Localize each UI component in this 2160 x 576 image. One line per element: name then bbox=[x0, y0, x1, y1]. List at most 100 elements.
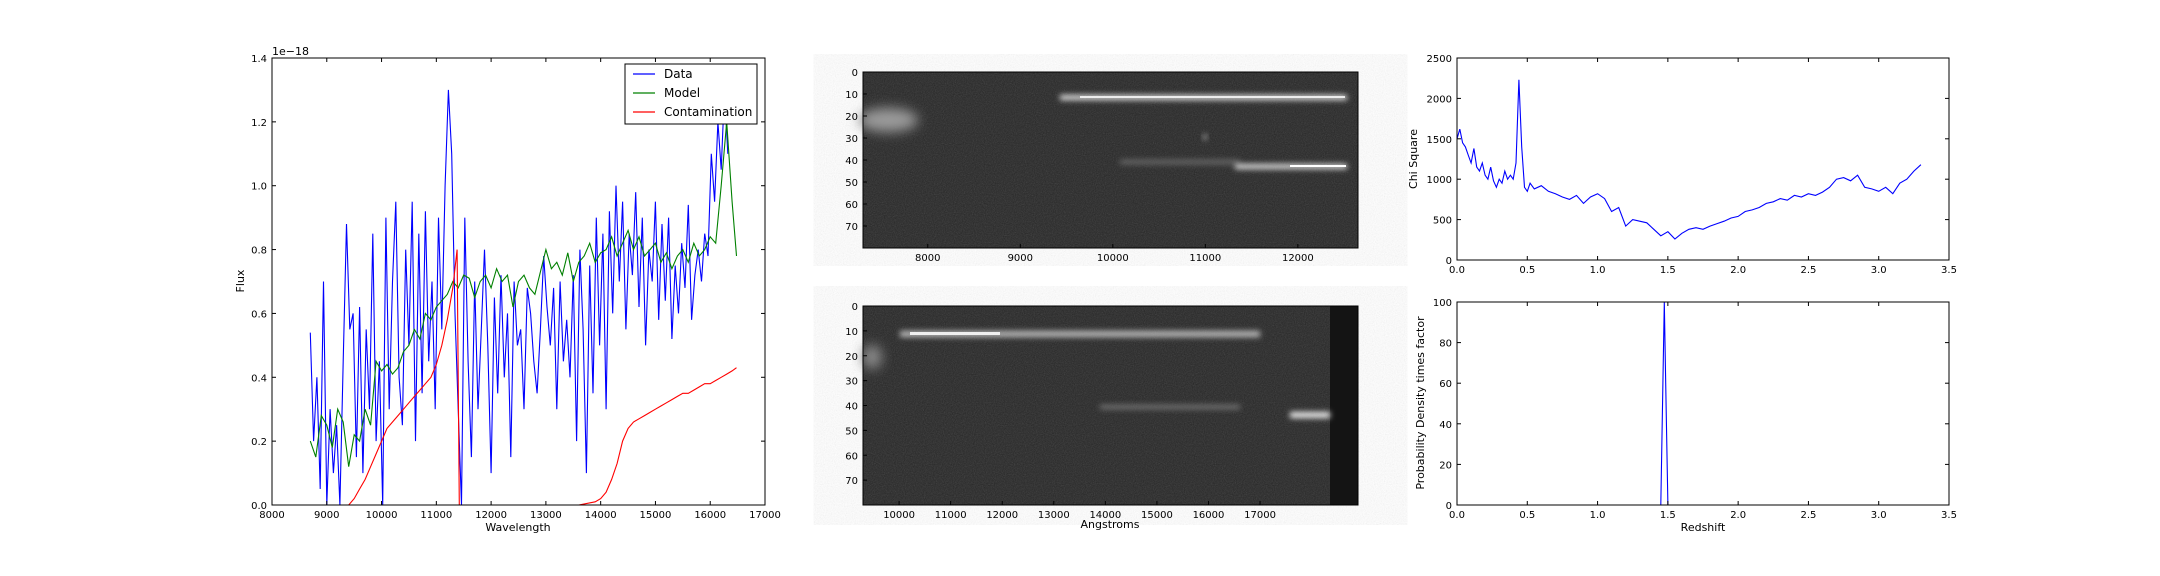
spectrum-y-axis-label: Flux bbox=[234, 269, 247, 292]
x-tick-label: 3.5 bbox=[1941, 265, 1957, 276]
y-tick-label: 0 bbox=[1446, 256, 1452, 267]
chi-square-ticks: 0.0 0.5 1.0 1.5 2.0 2.5 3.0 3.5 0 500 1000 1500 2000… bbox=[1427, 54, 1957, 276]
spectrum-plot-frame bbox=[271, 57, 766, 506]
x-tick-label: 1.5 bbox=[1660, 510, 1676, 521]
x-tick-label: 11000 bbox=[420, 510, 452, 521]
bottom-dark-band bbox=[1330, 306, 1358, 505]
legend-label-data: Data bbox=[664, 67, 693, 81]
model-series-line bbox=[309, 121, 738, 467]
legend-label-model: Model bbox=[664, 86, 700, 100]
top-blob-left bbox=[858, 108, 918, 132]
x-tick-label: 0.5 bbox=[1519, 510, 1535, 521]
x-tick-label: 0.5 bbox=[1519, 265, 1535, 276]
probability-density-ticks: 0.0 0.5 1.0 1.5 2.0 2.5 3.0 3.5 0 20 40 60 80 100 bbox=[1433, 298, 1957, 521]
x-tick-label: 1.0 bbox=[1590, 265, 1606, 276]
x-tick-label: 13000 bbox=[1038, 510, 1070, 521]
spectrum-image-top: 8000 9000 10000 11000 12000 0 10 20 30 40 50 60 70 bbox=[845, 68, 1359, 264]
chi-square-line bbox=[1457, 79, 1922, 240]
y-tick-label: 0.2 bbox=[251, 437, 267, 448]
x-tick-label: 1.0 bbox=[1590, 510, 1606, 521]
y-tick-label: 30 bbox=[845, 134, 858, 145]
x-tick-label: 13000 bbox=[530, 510, 562, 521]
x-tick-label: 3.5 bbox=[1941, 510, 1957, 521]
contamination-series-line bbox=[348, 249, 737, 505]
y-tick-label: 40 bbox=[1439, 420, 1452, 431]
y-tick-label: 50 bbox=[845, 178, 858, 189]
y-tick-label: 40 bbox=[845, 156, 858, 167]
y-tick-label: 20 bbox=[845, 352, 858, 363]
x-tick-label: 16000 bbox=[1193, 510, 1225, 521]
x-tick-label: 14000 bbox=[1089, 510, 1121, 521]
x-tick-label: 11000 bbox=[935, 510, 967, 521]
probability-y-axis-label: Probability Density times factor bbox=[1414, 316, 1427, 490]
x-tick-label: 3.0 bbox=[1871, 510, 1887, 521]
y-tick-label: 80 bbox=[1439, 339, 1452, 350]
x-tick-label: 2.0 bbox=[1730, 265, 1746, 276]
series-series-line bbox=[1457, 79, 1922, 240]
x-tick-label: 9000 bbox=[314, 510, 339, 521]
x-tick-label: 2.5 bbox=[1800, 510, 1816, 521]
spectrum-image-top-noise bbox=[863, 72, 1358, 248]
spectrum-image-top-ticks: 8000 9000 10000 11000 12000 0 10 20 30 40 50 60 70 bbox=[845, 68, 1314, 264]
x-tick-label: 8000 bbox=[915, 253, 940, 264]
spectrum-plot: 8000 9000 10000 11000 12000 13000 14000 15000 16… bbox=[234, 45, 781, 534]
spectrum-image-x-axis-label: Angstroms bbox=[1081, 518, 1140, 531]
x-tick-label: 3.0 bbox=[1871, 265, 1887, 276]
spectrum-image-bottom: 10000 11000 12000 13000 14000 15000 16000 17000… bbox=[845, 302, 1359, 531]
y-tick-label: 500 bbox=[1433, 216, 1452, 227]
y-tick-label: 30 bbox=[845, 377, 858, 388]
x-tick-label: 12000 bbox=[986, 510, 1018, 521]
y-tick-label: 60 bbox=[845, 200, 858, 211]
bottom-trace-upper-core bbox=[910, 332, 1000, 335]
x-tick-label: 15000 bbox=[640, 510, 672, 521]
chi-square-plot: 0.0 0.5 1.0 1.5 2.0 2.5 3.0 3.5 0 500 1000 1500 2000… bbox=[1407, 54, 1957, 276]
y-tick-label: 10 bbox=[845, 90, 858, 101]
probability-density-frame bbox=[1456, 301, 1950, 506]
y-tick-label: 0.6 bbox=[251, 309, 267, 320]
y-tick-label: 40 bbox=[845, 402, 858, 413]
x-tick-label: 10000 bbox=[1097, 253, 1129, 264]
probability-x-axis-label: Redshift bbox=[1681, 521, 1726, 534]
y-tick-label: 0 bbox=[852, 68, 858, 79]
x-tick-label: 0.0 bbox=[1449, 510, 1465, 521]
spectrum-image-bottom-ticks: 10000 11000 12000 13000 14000 15000 16000 17000… bbox=[845, 302, 1276, 521]
bottom-trace-lower-end bbox=[1290, 412, 1330, 418]
x-tick-label: 10000 bbox=[366, 510, 398, 521]
x-tick-label: 12000 bbox=[475, 510, 507, 521]
y-tick-label: 20 bbox=[845, 112, 858, 123]
y-tick-label: 1000 bbox=[1427, 175, 1452, 186]
chi-square-y-axis-label: Chi Square bbox=[1407, 129, 1420, 189]
y-tick-label: 1.2 bbox=[251, 118, 267, 129]
y-tick-label: 60 bbox=[1439, 379, 1452, 390]
x-tick-label: 2.0 bbox=[1730, 510, 1746, 521]
x-tick-label: 11000 bbox=[1189, 253, 1221, 264]
x-tick-label: 12000 bbox=[1282, 253, 1314, 264]
legend-label-contamination: Contamination bbox=[664, 105, 752, 119]
x-tick-label: 17000 bbox=[1244, 510, 1276, 521]
y-tick-label: 1.0 bbox=[251, 182, 267, 193]
top-spot bbox=[1202, 134, 1208, 140]
top-trace-upper-core bbox=[1080, 96, 1345, 98]
data-series-line bbox=[309, 89, 729, 505]
x-tick-label: 17000 bbox=[749, 510, 781, 521]
y-tick-label: 1500 bbox=[1427, 135, 1452, 146]
y-tick-label: 1.4 bbox=[251, 54, 267, 65]
y-tick-label: 0 bbox=[1446, 501, 1452, 512]
probability-density-plot: 0.0 0.5 1.0 1.5 2.0 2.5 3.0 3.5 0 20 40 60 80 100 Red… bbox=[1414, 298, 1957, 534]
series-series-line bbox=[1457, 302, 1921, 505]
x-tick-label: 15000 bbox=[1141, 510, 1173, 521]
x-tick-label: 16000 bbox=[694, 510, 726, 521]
y-tick-label: 2000 bbox=[1427, 94, 1452, 105]
y-tick-label: 20 bbox=[1439, 460, 1452, 471]
y-tick-label: 0 bbox=[852, 302, 858, 313]
probability-density-line bbox=[1457, 302, 1921, 505]
x-tick-label: 10000 bbox=[883, 510, 915, 521]
y-tick-label: 100 bbox=[1433, 298, 1452, 309]
spectrum-legend: Data Model Contamination bbox=[624, 63, 758, 125]
bottom-trace-lower bbox=[1100, 405, 1240, 409]
y-tick-label: 70 bbox=[845, 222, 858, 233]
y-tick-label: 2500 bbox=[1427, 54, 1452, 65]
x-tick-label: 8000 bbox=[259, 510, 284, 521]
x-tick-label: 14000 bbox=[585, 510, 617, 521]
